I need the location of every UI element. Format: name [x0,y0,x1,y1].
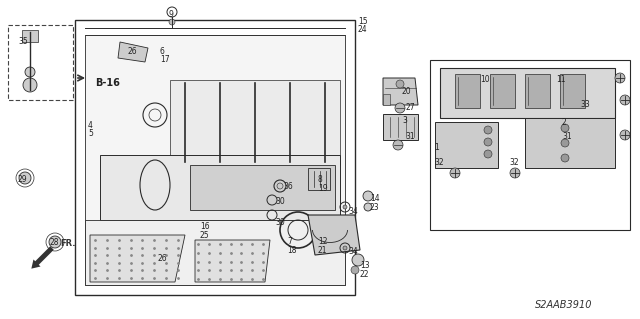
Text: 22: 22 [360,270,369,279]
Circle shape [351,266,359,274]
Text: 24: 24 [358,25,367,34]
Polygon shape [383,78,418,105]
Text: 18: 18 [287,246,296,255]
Text: 34: 34 [348,207,358,216]
Text: 30: 30 [275,218,285,227]
Polygon shape [383,114,418,140]
Circle shape [510,168,520,178]
Text: 17: 17 [160,55,170,64]
Circle shape [484,138,492,146]
Circle shape [23,78,37,92]
Polygon shape [118,42,148,62]
Circle shape [396,80,404,88]
Text: 28: 28 [50,238,60,247]
Circle shape [450,168,460,178]
Text: 30: 30 [275,197,285,206]
Circle shape [343,205,347,209]
Text: 1: 1 [434,143,439,152]
Text: 16: 16 [200,222,210,231]
Text: 32: 32 [434,158,444,167]
Text: 33: 33 [580,100,589,109]
Circle shape [561,139,569,147]
Text: 2: 2 [562,118,567,127]
Circle shape [343,246,347,250]
Text: B-16: B-16 [95,78,120,88]
Circle shape [620,130,630,140]
Text: 36: 36 [283,182,292,191]
Circle shape [484,150,492,158]
Text: 29: 29 [18,175,28,184]
Text: 25: 25 [200,231,210,240]
Polygon shape [560,74,585,108]
Polygon shape [308,168,330,190]
Text: 19: 19 [318,184,328,193]
Text: 10: 10 [480,75,490,84]
Circle shape [364,203,372,211]
Text: 27: 27 [405,103,415,112]
Text: 26: 26 [158,254,168,263]
Text: 15: 15 [358,17,367,26]
Text: 4: 4 [88,121,93,130]
Circle shape [561,154,569,162]
Polygon shape [85,35,345,285]
Polygon shape [195,240,270,282]
Text: 26: 26 [127,47,136,56]
Polygon shape [85,220,345,285]
Circle shape [395,103,405,113]
Polygon shape [490,74,515,108]
Polygon shape [308,215,360,255]
Polygon shape [440,68,615,118]
Circle shape [484,126,492,134]
Text: 14: 14 [370,194,380,203]
Text: 31: 31 [405,132,415,141]
Polygon shape [170,80,340,165]
Text: 13: 13 [360,261,370,270]
Text: 31: 31 [562,132,572,141]
Text: FR.: FR. [60,239,76,248]
Text: 9: 9 [168,10,173,19]
Text: 5: 5 [88,129,93,138]
Polygon shape [100,155,340,220]
Circle shape [25,67,35,77]
Text: 7: 7 [287,237,292,246]
Circle shape [169,19,175,25]
Polygon shape [525,74,550,108]
Polygon shape [435,122,498,168]
Text: 23: 23 [370,203,380,212]
FancyArrow shape [31,246,54,269]
Polygon shape [22,30,38,42]
Text: S2AAB3910: S2AAB3910 [535,300,593,310]
Text: 3: 3 [402,116,407,125]
Text: 32: 32 [509,158,518,167]
Circle shape [393,140,403,150]
Text: 12: 12 [318,237,328,246]
Circle shape [19,172,31,184]
Text: 11: 11 [556,75,566,84]
Polygon shape [90,235,185,282]
Circle shape [561,124,569,132]
Polygon shape [455,74,480,108]
Circle shape [363,191,373,201]
Circle shape [49,236,61,248]
Text: 21: 21 [318,246,328,255]
Circle shape [620,95,630,105]
Polygon shape [525,118,615,168]
Text: 6: 6 [160,47,165,56]
Circle shape [352,254,364,266]
Polygon shape [383,94,390,105]
Polygon shape [190,165,335,210]
Circle shape [277,183,283,189]
Text: 8: 8 [318,175,323,184]
Text: 34: 34 [348,247,358,256]
Circle shape [615,73,625,83]
Text: 20: 20 [402,87,412,96]
Text: 35: 35 [18,37,28,46]
